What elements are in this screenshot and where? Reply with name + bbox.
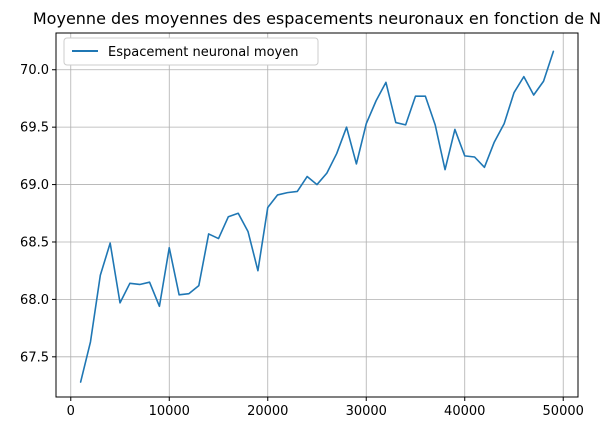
legend-box xyxy=(63,37,319,66)
plot-frame xyxy=(55,32,579,398)
x-tick-label: 40000 xyxy=(444,404,485,419)
x-tick-label: 50000 xyxy=(543,404,584,419)
y-tick-label: 68.5 xyxy=(20,235,49,250)
y-tick-label: 68.0 xyxy=(20,293,49,308)
x-tick-label: 30000 xyxy=(346,404,387,419)
series-layer xyxy=(79,50,555,383)
y-tick-label: 67.5 xyxy=(20,350,49,365)
series-line xyxy=(79,50,555,383)
legend: Espacement neuronal moyen xyxy=(63,37,319,66)
y-tick-label: 70.0 xyxy=(20,63,49,78)
x-tick-label: 0 xyxy=(67,404,75,419)
chart-title: Moyenne des moyennes des espacements neu… xyxy=(33,9,601,28)
legend-label: Espacement neuronal moyen xyxy=(108,45,298,60)
x-tick-label: 10000 xyxy=(149,404,190,419)
axes: 0 10000 20000 30000 40000 50000 67.5 68.0 68.5 69… xyxy=(20,63,584,419)
y-tick-label: 69.5 xyxy=(20,121,49,136)
x-tick-label: 20000 xyxy=(247,404,288,419)
y-tick-label: 69.0 xyxy=(20,178,49,193)
